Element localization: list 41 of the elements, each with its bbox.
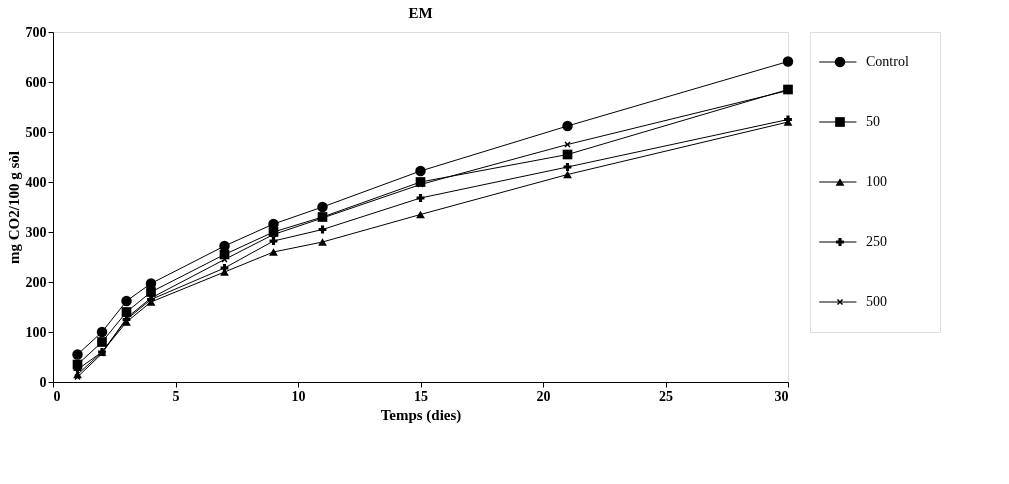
point	[96, 326, 108, 338]
point	[782, 56, 794, 67]
point	[318, 238, 327, 246]
chart-title: EM	[408, 5, 433, 21]
point	[563, 170, 572, 179]
point	[220, 264, 229, 272]
point	[97, 337, 107, 347]
legend-label: Control	[866, 54, 909, 69]
y-tick-label: 300	[25, 224, 47, 240]
point	[269, 237, 278, 245]
point	[564, 141, 571, 148]
y-tick-label: 100	[25, 324, 47, 340]
x-tick-label: 15	[414, 388, 428, 404]
point	[416, 210, 425, 219]
legend-label: 50	[866, 114, 880, 129]
x-tick-label: 0	[53, 388, 61, 404]
point	[416, 194, 425, 202]
y-tick-label: 500	[25, 124, 47, 140]
point	[146, 287, 156, 297]
x-axis-title: Temps (dies)	[380, 406, 462, 424]
x-tick-label: 30	[774, 388, 789, 404]
y-tick-label: 200	[25, 274, 47, 290]
point	[563, 163, 572, 171]
point	[72, 349, 83, 360]
y-tick-label: 400	[25, 174, 47, 190]
y-tick-label: 700	[25, 24, 47, 40]
legend-label: 100	[866, 174, 887, 189]
y-tick-label: 0	[39, 374, 47, 390]
legend-label: 500	[866, 294, 887, 309]
point	[269, 248, 278, 256]
point	[121, 295, 132, 307]
point	[317, 201, 328, 213]
x-tick-label: 5	[172, 388, 180, 404]
point	[562, 120, 573, 132]
y-tick-label: 600	[25, 74, 47, 90]
x-tick-label: 10	[291, 388, 306, 404]
point	[415, 165, 426, 177]
x-tick-label: 20	[536, 388, 551, 404]
y-axis-title: mg CO2/100 g sòl	[5, 151, 22, 264]
legend-label: 250	[866, 234, 887, 249]
x-tick-label: 25	[659, 388, 673, 404]
